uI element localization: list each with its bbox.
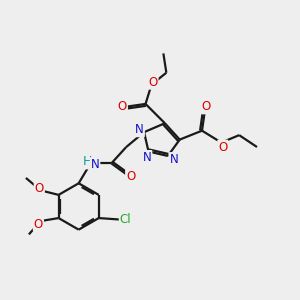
Text: O: O [148,76,158,89]
Text: O: O [126,170,135,183]
Text: O: O [218,140,227,154]
Text: O: O [202,100,211,113]
Text: N: N [143,151,152,164]
Text: O: O [34,182,44,194]
Text: N: N [135,123,144,136]
Text: O: O [34,218,43,230]
Text: O: O [118,100,127,112]
Text: H: H [82,155,92,168]
Text: N: N [91,158,99,171]
Text: N: N [169,153,178,166]
Text: Cl: Cl [120,213,131,226]
